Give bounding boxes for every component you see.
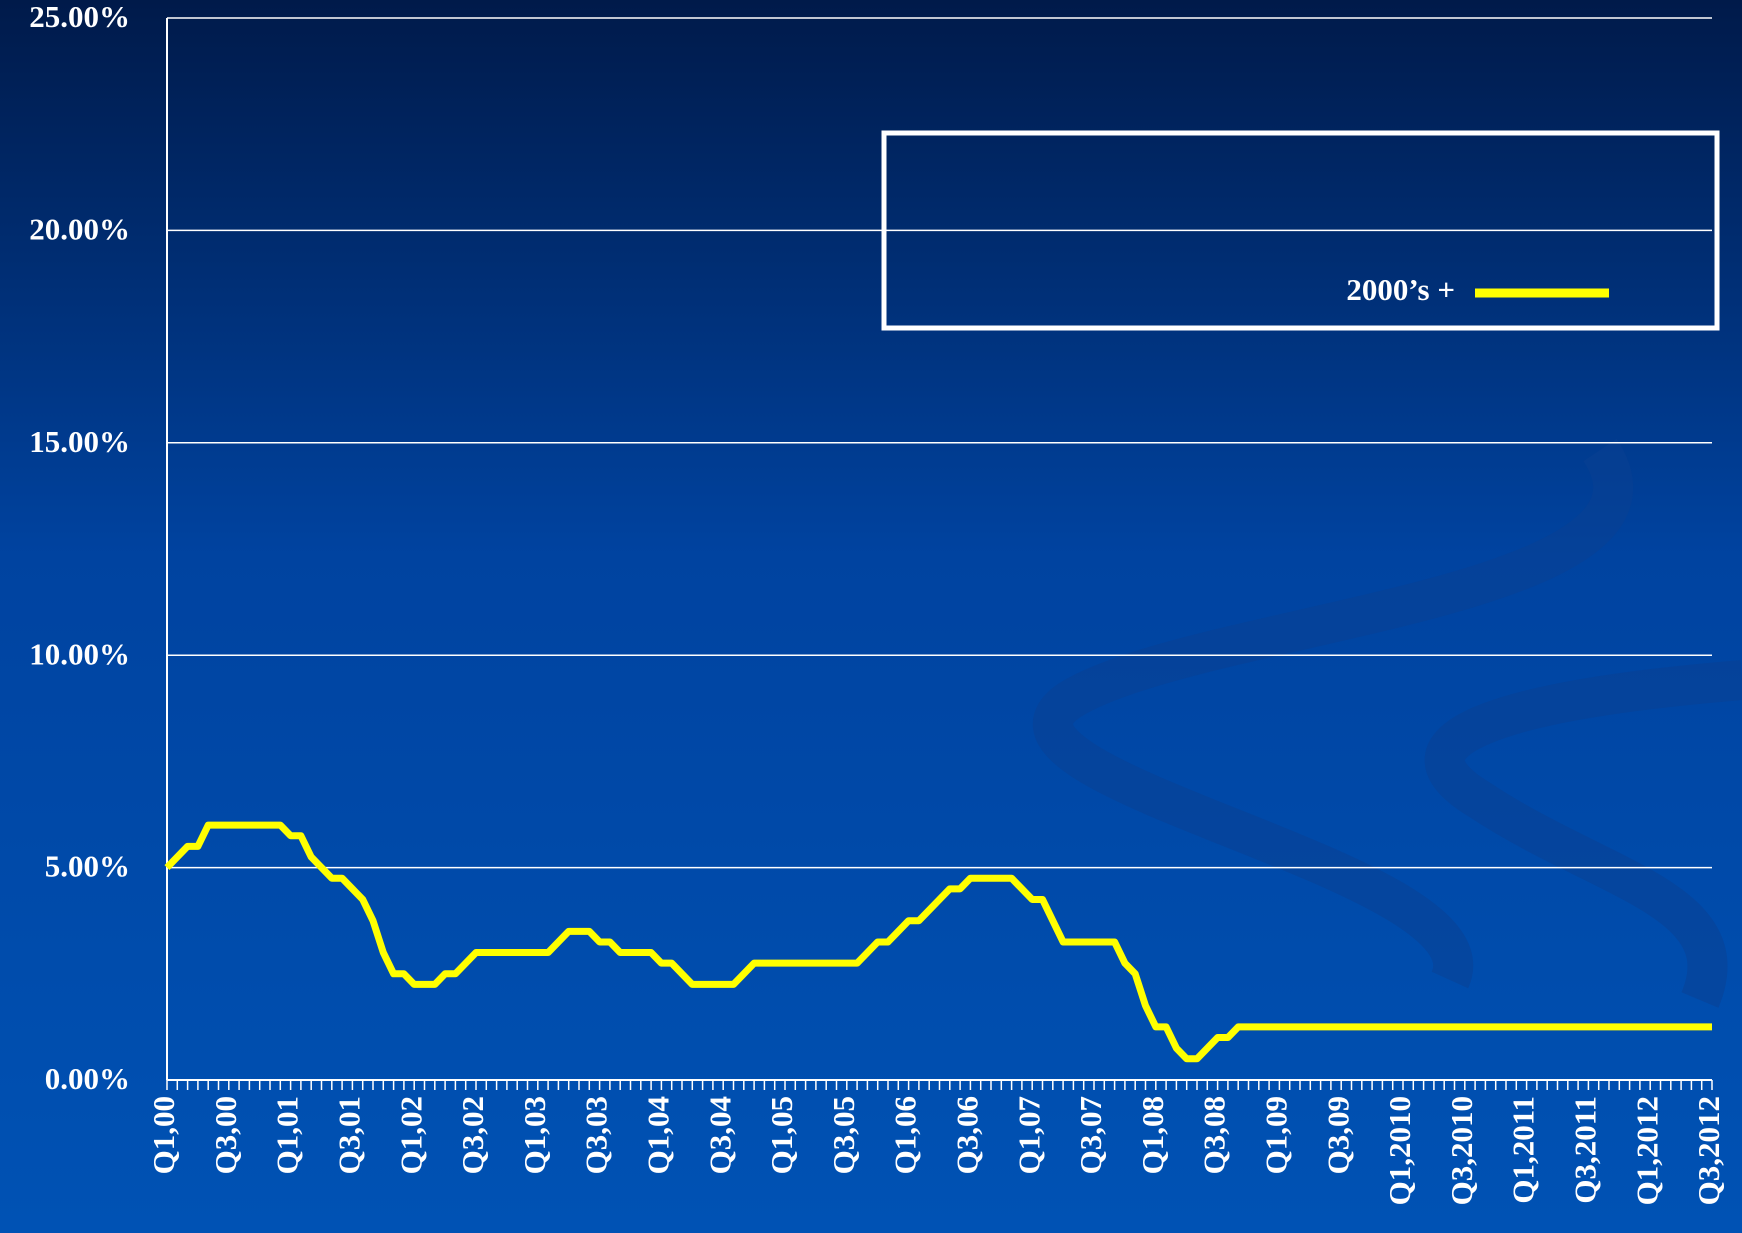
x-tick-label: Q3,08	[1197, 1096, 1232, 1174]
x-tick-label: Q3,2011	[1568, 1096, 1603, 1204]
x-tick-label: Q1,00	[146, 1096, 181, 1174]
x-tick-label: Q1,01	[270, 1096, 305, 1174]
x-tick-label: Q1,08	[1135, 1096, 1170, 1174]
x-tick-label: Q3,02	[455, 1096, 490, 1174]
chart: 0.00% 5.00% 10.00% 15.00% 20.00% 25.00% Q1,00 Q…	[0, 0, 1742, 1233]
x-tick-label: Q1,05	[764, 1096, 799, 1174]
x-tick-label: Q1,02	[393, 1096, 428, 1174]
y-tick-label: 0.00%	[45, 1061, 130, 1096]
page: 0.00% 5.00% 10.00% 15.00% 20.00% 25.00% Q1,00 Q…	[0, 0, 1742, 1233]
x-tick-label: Q1,04	[641, 1096, 676, 1174]
x-tick-label: Q3,06	[950, 1096, 985, 1174]
x-tick-label: Q3,00	[208, 1096, 243, 1174]
x-tick-label: Q1,06	[888, 1096, 923, 1174]
legend-label: 2000’s +	[1346, 272, 1455, 307]
x-tick-label: Q3,01	[332, 1096, 367, 1174]
x-tick-label: Q1,2012	[1629, 1096, 1664, 1205]
x-tick-label: Q3,04	[702, 1096, 737, 1174]
y-tick-label: 10.00%	[29, 636, 130, 671]
y-tick-label: 20.00%	[29, 212, 130, 247]
background	[0, 0, 1742, 1233]
x-tick-label: Q3,07	[1073, 1096, 1108, 1174]
x-tick-label: Q3,09	[1320, 1096, 1355, 1174]
x-tick-label: Q1,09	[1259, 1096, 1294, 1174]
x-tick-label: Q3,2012	[1691, 1096, 1726, 1205]
x-tick-label: Q3,2010	[1444, 1096, 1479, 1205]
y-tick-label: 15.00%	[29, 424, 130, 459]
y-tick-label: 25.00%	[29, 0, 130, 34]
y-tick-label: 5.00%	[45, 849, 130, 884]
x-tick-label: Q3,05	[826, 1096, 861, 1174]
x-tick-label: Q1,07	[1011, 1096, 1046, 1174]
x-tick-label: Q1,2011	[1506, 1096, 1541, 1204]
x-tick-label: Q1,2010	[1382, 1096, 1417, 1205]
x-tick-label: Q3,03	[579, 1096, 614, 1174]
x-tick-label: Q1,03	[517, 1096, 552, 1174]
